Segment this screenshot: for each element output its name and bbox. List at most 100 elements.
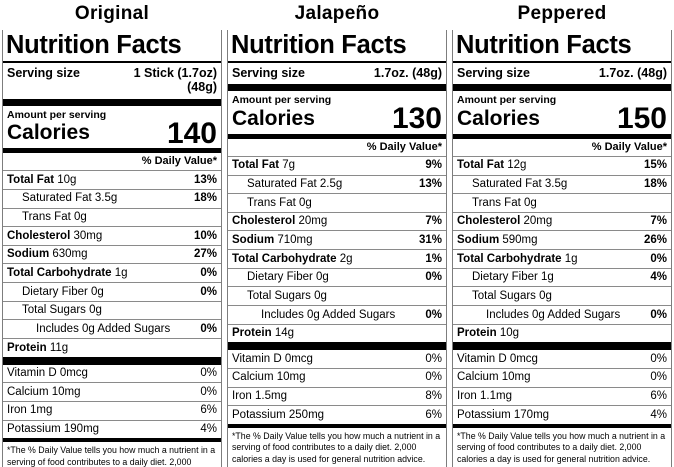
daily-value-percent: 0% [200, 266, 217, 279]
nutrient-name: Protein 14g [232, 327, 295, 340]
nutrient-name: Sodium 590mg [457, 233, 538, 246]
nutrient-name: Saturated Fat 3.5g [22, 192, 118, 205]
nutrient-row: Potassium 170mg 4% [453, 406, 671, 424]
calories-value: 130 [391, 102, 442, 136]
nutrient-row: Sodium 630mg 27% [3, 246, 221, 265]
nutrient-name: Vitamin D 0mcg [232, 352, 313, 365]
calories-label: Calories [232, 106, 315, 130]
daily-value-percent: 18% [643, 178, 667, 191]
calories-value: 140 [166, 116, 217, 150]
nutrient-name: Total Sugars 0g [472, 289, 552, 302]
nutrient-name: Trans Fat 0g [247, 196, 312, 209]
micronutrient-rows: Vitamin D 0mcg 0% Calcium 10mg 0% Iron 1mg 6%… [3, 365, 221, 439]
nutrient-row: Total Fat 7g 9% [228, 157, 446, 176]
nutrient-name: Total Sugars 0g [247, 289, 327, 302]
calories-label: Calories [457, 106, 540, 130]
nutrient-name: Total Carbohydrate 1g [7, 266, 128, 279]
daily-value-percent: 0% [650, 371, 667, 384]
nutrient-row: Trans Fat 0g [228, 194, 446, 213]
nutrient-rows: Total Fat 12g 15% Saturated Fat 3.5g 18% Tra… [453, 157, 671, 342]
nutrient-row: Total Carbohydrate 2g 1% [228, 250, 446, 269]
amount-per-serving-label: Amount per serving [232, 94, 332, 107]
daily-value-percent: 0% [200, 385, 217, 398]
nutrient-name: Calcium 10mg [7, 385, 81, 398]
divider-medium-bar [3, 148, 221, 154]
nutrient-row: Calcium 10mg 0% [228, 369, 446, 388]
daily-value-percent: 0% [425, 271, 442, 284]
nutrient-name: Dietary Fiber 0g [22, 285, 104, 298]
nutrient-row: Total Sugars 0g [3, 302, 221, 321]
nutrient-row: Vitamin D 0mcg 0% [453, 350, 671, 369]
nutrient-row: Total Carbohydrate 1g 0% [3, 264, 221, 284]
nutrition-facts-box: Nutrition Facts Serving size 1.7oz. (48g… [227, 30, 447, 467]
nutrient-row: Total Sugars 0g [228, 287, 446, 306]
daily-value-percent: 0% [650, 352, 667, 365]
daily-value-percent: 9% [425, 159, 442, 172]
daily-value-percent: 13% [418, 178, 442, 191]
daily-value-percent: 0% [650, 252, 667, 265]
daily-value-percent: 0% [200, 285, 217, 298]
nutrient-rows: Total Fat 10g 13% Saturated Fat 3.5g 18% Tra… [3, 171, 221, 356]
daily-value-header: % Daily Value* [228, 139, 446, 157]
calories-label: Calories [7, 121, 90, 145]
serving-size-value: 1 Stick (1.7oz) (48g) [133, 66, 217, 95]
nutrient-row: Calcium 10mg 0% [453, 369, 671, 388]
nutrient-name: Saturated Fat 2.5g [247, 178, 343, 191]
daily-value-percent: 1% [425, 252, 442, 265]
divider-protein-bar [228, 342, 446, 351]
daily-value-footnote: *The % Daily Value tells you how much a … [232, 430, 441, 464]
daily-value-percent: 7% [650, 215, 667, 228]
nutrient-name: Dietary Fiber 0g [247, 271, 329, 284]
nutrient-row: Cholesterol 20mg 7% [453, 213, 671, 232]
nutrient-row: Dietary Fiber 0g 0% [228, 269, 446, 288]
nutrient-row: Saturated Fat 3.5g 18% [3, 190, 221, 209]
divider-thick-bar [228, 84, 446, 92]
nutrient-row: Sodium 590mg 26% [453, 231, 671, 251]
daily-value-percent: 6% [650, 390, 667, 403]
nutrient-name: Trans Fat 0g [472, 196, 537, 209]
nutrient-row: Total Sugars 0g [453, 287, 671, 306]
nutrition-label: Jalapeño Nutrition Facts Serving size 1.… [227, 0, 447, 467]
daily-value-percent: 31% [418, 233, 442, 246]
nutrient-row: Dietary Fiber 1g 4% [453, 269, 671, 288]
divider-protein-bar [3, 356, 221, 365]
daily-value-percent: 4% [650, 271, 667, 284]
daily-value-header: % Daily Value* [453, 139, 671, 157]
flavor-title: Jalapeño [294, 3, 380, 24]
nutrient-row: Vitamin D 0mcg 0% [228, 350, 446, 369]
divider-footnote-bar [228, 423, 446, 428]
divider-footnote-bar [453, 423, 671, 428]
daily-value-percent: 6% [200, 404, 217, 417]
nutrient-row: Protein 11g [3, 339, 221, 357]
serving-size-value: 1.7oz. (48g) [373, 66, 442, 80]
nutrient-name: Iron 1.5mg [232, 390, 287, 403]
nutrient-name: Total Fat 10g [7, 173, 77, 186]
daily-value-percent: 26% [643, 233, 667, 246]
daily-value-percent: 4% [200, 423, 217, 436]
daily-value-footnote: *The % Daily Value tells you how much a … [7, 445, 216, 467]
daily-value-percent: 18% [193, 192, 217, 205]
serving-size-row: Serving size 1.7oz. (48g) [228, 63, 446, 84]
divider-protein-bar [453, 342, 671, 351]
daily-value-percent: 10% [193, 229, 217, 242]
nutrient-name: Protein 10g [457, 327, 520, 340]
nutrient-rows: Total Fat 7g 9% Saturated Fat 2.5g 13% Trans… [228, 157, 446, 342]
nutrient-row: Total Fat 10g 13% [3, 171, 221, 190]
nutrient-name: Total Sugars 0g [22, 304, 102, 317]
nutrient-name: Total Carbohydrate 2g [232, 252, 353, 265]
flavor-title: Peppered [517, 3, 607, 24]
nutrient-name: Calcium 10mg [232, 371, 306, 384]
nutrient-name: Cholesterol 30mg [7, 229, 103, 242]
serving-size-label: Serving size [457, 66, 530, 80]
nutrient-name: Saturated Fat 3.5g [472, 178, 568, 191]
micronutrient-rows: Vitamin D 0mcg 0% Calcium 10mg 0% Iron 1.1mg… [453, 350, 671, 424]
nutrient-row: Vitamin D 0mcg 0% [3, 365, 221, 384]
serving-size-label: Serving size [7, 66, 80, 80]
nutrient-name: Iron 1.1mg [457, 390, 512, 403]
micronutrient-rows: Vitamin D 0mcg 0% Calcium 10mg 0% Iron 1.5mg… [228, 350, 446, 424]
nutrient-name: Calcium 10mg [457, 371, 531, 384]
daily-value-percent: 0% [425, 371, 442, 384]
daily-value-percent: 7% [425, 215, 442, 228]
daily-value-percent: 13% [193, 173, 217, 186]
